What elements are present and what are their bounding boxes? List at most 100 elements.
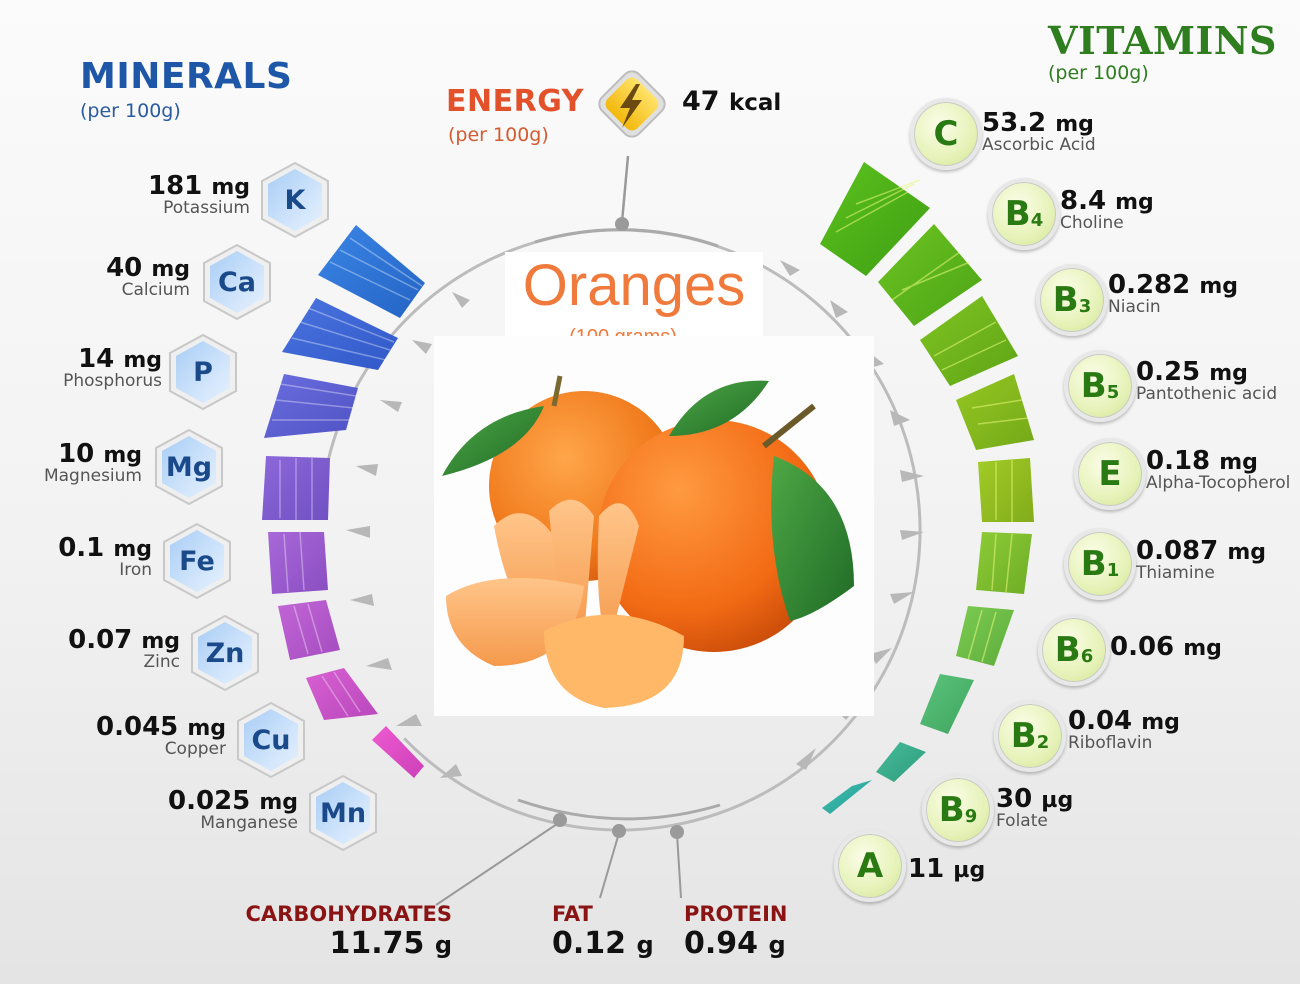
vitamin-symbol: E: [1098, 454, 1122, 494]
mineral-unit: mg: [259, 790, 298, 815]
macro-unit: g: [636, 931, 654, 959]
vitamin-c-icon: C: [910, 98, 982, 170]
minerals-title: MINERALS: [80, 56, 293, 97]
vitamin-value: 0.06: [1110, 632, 1175, 662]
vitamin-name: Riboflavin: [1068, 733, 1153, 753]
vitamin-e: 0.18 mg Alpha-Tocopherol: [1146, 448, 1290, 493]
mineral-name: Magnesium: [43, 466, 142, 486]
vitamin-unit: mg: [1209, 361, 1248, 386]
mineral-name: Phosphorus: [63, 371, 162, 391]
mineral-name: Iron: [119, 560, 152, 580]
element-symbol: Ca: [217, 266, 257, 298]
zinc-icon: Zn: [190, 615, 260, 691]
iron-icon: Fe: [162, 523, 232, 599]
vitamin-value: 0.18: [1146, 446, 1211, 476]
element-symbol: Cu: [251, 724, 291, 756]
mineral-hex-shapes: [155, 161, 377, 852]
vitamin-name: Choline: [1060, 213, 1124, 233]
vitamin-name: Niacin: [1108, 297, 1161, 317]
mineral-value: 181: [147, 171, 203, 201]
vitamin-b5: 0.25 mg Pantothenic acid: [1136, 359, 1277, 404]
vitamin-b4: 8.4 mg Choline: [1060, 188, 1154, 233]
copper-icon: Cu: [236, 702, 306, 778]
energy-value: 47 kcal: [682, 86, 781, 117]
mineral-unit: mg: [151, 257, 190, 282]
mineral-value: 14: [78, 344, 115, 374]
element-symbol: K: [284, 184, 306, 216]
element-symbol: Fe: [179, 545, 215, 577]
oranges-photo: [434, 336, 874, 716]
macro-value: 0.12: [552, 926, 627, 961]
vitamin-b9: 30 µg Folate: [996, 786, 1073, 831]
vitamin-name: Ascorbic Acid: [982, 135, 1096, 155]
macro-name: CARBOHYDRATES: [245, 902, 453, 926]
element-symbol: Zn: [205, 637, 245, 669]
vitamin-a-icon: A: [834, 830, 906, 902]
title-backdrop: [505, 252, 763, 336]
element-symbol: P: [193, 356, 213, 388]
mineral-value: 0.045: [96, 712, 179, 742]
element-symbol: Mg: [165, 451, 213, 483]
vitamin-unit: mg: [1219, 450, 1258, 475]
energy-subtitle: (per 100g): [448, 124, 549, 146]
vitamin-c: 53.2 mg Ascorbic Acid: [982, 110, 1096, 155]
vitamin-value: 0.25: [1136, 357, 1201, 387]
mineral-bars: [262, 225, 425, 778]
macro-unit: g: [768, 931, 786, 959]
vitamin-b6: 0.06 mg: [1110, 634, 1222, 660]
mineral-unit: mg: [211, 175, 250, 200]
calcium-icon: Ca: [202, 244, 272, 320]
vitamins-title: VITAMINS: [1048, 18, 1277, 63]
vitamin-unit: mg: [1199, 274, 1238, 299]
mineral-potassium: 181 mg Potassium: [148, 173, 250, 218]
vitamin-value: 0.04: [1068, 706, 1133, 736]
food-title: Oranges: [522, 253, 746, 318]
macro-name: PROTEIN: [684, 902, 788, 926]
vitamin-name: Thiamine: [1136, 563, 1215, 583]
magnesium-icon: Mg: [154, 429, 224, 505]
vitamin-b2: 0.04 mg Riboflavin: [1068, 708, 1180, 753]
energy-unit: kcal: [728, 90, 782, 116]
vitamin-name: Folate: [996, 811, 1048, 831]
vitamin-name: Alpha-Tocopherol: [1146, 473, 1291, 493]
potassium-icon: K: [260, 162, 330, 238]
phosphorus-icon: P: [168, 334, 238, 410]
mineral-unit: mg: [141, 629, 180, 654]
vitamin-unit: µg: [953, 858, 986, 883]
vitamin-value: 8.4: [1060, 186, 1107, 216]
mineral-value: 40: [106, 253, 143, 283]
mineral-name: Zinc: [143, 652, 181, 672]
mineral-phosphorus: 14 mg Phosphorus: [63, 346, 162, 391]
mineral-value: 0.025: [168, 786, 251, 816]
macro-value: 0.94: [684, 926, 759, 961]
vitamin-value: 30: [996, 784, 1033, 814]
vitamin-symbol: A: [856, 846, 884, 886]
mineral-unit: mg: [123, 348, 162, 373]
macro-name: FAT: [552, 902, 593, 926]
mineral-value: 10: [58, 439, 95, 469]
macro-carbohydrates: CARBOHYDRATES 11.75 g: [244, 902, 453, 961]
macro-fat: FAT 0.12 g: [552, 902, 654, 961]
minerals-subtitle: (per 100g): [80, 100, 181, 122]
vitamin-unit: mg: [1227, 540, 1266, 565]
mineral-unit: mg: [103, 443, 142, 468]
lightning-bolt-icon: [620, 84, 642, 128]
mineral-manganese: 0.025 mg Manganese: [168, 788, 298, 833]
vitamin-e-icon: E: [1074, 438, 1146, 510]
manganese-icon: Mn: [308, 775, 378, 851]
vitamin-value: 0.087: [1136, 536, 1219, 566]
vitamin-b3: 0.282 mg Niacin: [1108, 272, 1238, 317]
